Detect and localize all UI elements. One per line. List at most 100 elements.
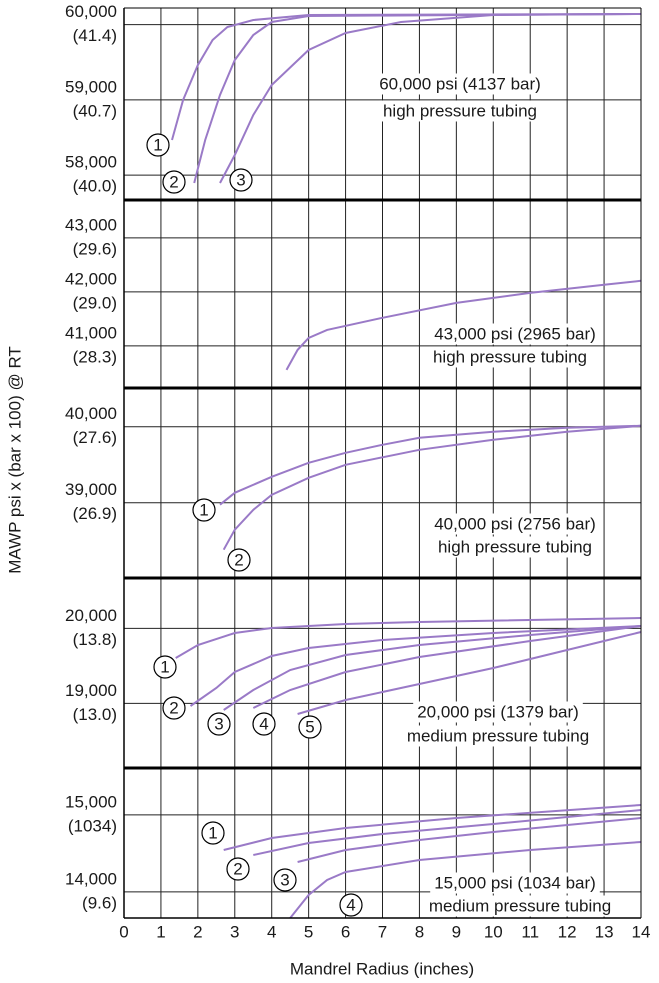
x-tick-label: 12: [558, 922, 577, 941]
y-tick-label: 60,000: [65, 2, 117, 21]
curve-label-circle: [146, 133, 170, 157]
curve-label: 1: [153, 135, 162, 154]
annotation: 43,000 psi (2965 bar): [434, 324, 596, 343]
curve-label-circle: [227, 548, 251, 572]
annotation-bg: [428, 346, 592, 368]
curve-label: 4: [346, 895, 355, 914]
curve: [289, 841, 642, 919]
x-tick-label: 14: [632, 922, 651, 941]
y-tick-label: 20,000: [65, 606, 117, 625]
curve-label-circle: [192, 498, 216, 522]
curve-label-circle: [252, 712, 276, 736]
y-tick-sublabel: (40.7): [73, 101, 117, 120]
annotation-bg: [433, 536, 597, 558]
annotation-bg: [375, 73, 545, 95]
curve-label-circle: [226, 857, 250, 881]
y-tick-label: 14,000: [65, 869, 117, 888]
x-tick-label: 10: [484, 922, 503, 941]
y-tick-label: 58,000: [65, 153, 117, 172]
y-tick-sublabel: (13.8): [73, 630, 117, 649]
annotation-bg: [430, 323, 600, 345]
y-tick-sublabel: (41.4): [73, 26, 117, 45]
x-tick-label: 11: [521, 922, 539, 941]
curve-label: 3: [280, 870, 289, 889]
y-tick-label: 39,000: [65, 480, 117, 499]
y-tick-label: 19,000: [65, 681, 117, 700]
annotation: medium pressure tubing: [429, 896, 611, 915]
curve-label: 1: [199, 500, 208, 519]
curve-label-circle: [162, 696, 186, 720]
x-tick-label: 9: [452, 922, 461, 941]
x-tick-label: 8: [415, 922, 424, 941]
curve-label-circle: [298, 715, 322, 739]
y-tick-sublabel: (9.6): [82, 893, 117, 912]
annotation: 20,000 psi (1379 bar): [417, 702, 579, 721]
curve: [219, 424, 642, 506]
curve-label-circle: [153, 655, 177, 679]
curve-label-circle: [273, 868, 297, 892]
x-tick-label: 0: [119, 922, 128, 941]
annotation-bg: [402, 725, 594, 747]
x-tick-label: 2: [193, 922, 202, 941]
curve-label: 3: [214, 714, 223, 733]
x-tick-label: 6: [341, 922, 350, 941]
curve: [285, 279, 642, 371]
curve: [219, 13, 642, 184]
y-tick-label: 59,000: [65, 77, 117, 96]
curve-label: 3: [236, 170, 245, 189]
y-tick-sublabel: (40.0): [73, 177, 117, 196]
y-tick-label: 15,000: [65, 792, 117, 811]
annotation: 40,000 psi (2756 bar): [434, 514, 596, 533]
y-tick-label: 41,000: [65, 323, 117, 342]
annotation-bg: [424, 895, 616, 917]
x-tick-label: 13: [595, 922, 614, 941]
y-tick-sublabel: (27.6): [73, 428, 117, 447]
curve-label-circle: [339, 893, 363, 917]
curve-label-circle: [162, 170, 186, 194]
curve: [223, 804, 642, 851]
x-tick-label: 1: [156, 922, 165, 941]
curve: [252, 625, 642, 709]
curve: [175, 617, 642, 659]
x-tick-label: 5: [304, 922, 313, 941]
curve-label: 2: [169, 172, 178, 191]
curve: [222, 424, 642, 551]
curve-label: 1: [160, 657, 169, 676]
y-tick-sublabel: (29.0): [73, 293, 117, 312]
y-tick-label: 43,000: [65, 215, 117, 234]
curve: [189, 625, 642, 707]
y-tick-sublabel: (28.3): [73, 347, 117, 366]
y-tick-sublabel: (13.0): [73, 705, 117, 724]
y-tick-label: 42,000: [65, 269, 117, 288]
curve: [253, 809, 642, 856]
curve: [193, 13, 642, 184]
x-axis-title: Mandrel Radius (inches): [290, 959, 474, 978]
curve-label: 1: [208, 823, 217, 842]
annotation: medium pressure tubing: [407, 726, 589, 745]
curve-label: 4: [259, 714, 268, 733]
x-tick-label: 3: [230, 922, 239, 941]
annotation: high pressure tubing: [383, 101, 537, 120]
annotation-bg: [430, 513, 600, 535]
x-tick-label: 7: [378, 922, 387, 941]
y-axis-title: MAWP psi x (bar x 100) @ RT: [5, 346, 24, 574]
y-tick-sublabel: (26.9): [73, 504, 117, 523]
curve-label: 2: [169, 698, 178, 717]
curve: [223, 625, 642, 711]
annotation: 60,000 psi (4137 bar): [379, 74, 541, 93]
curve-label: 2: [234, 550, 243, 569]
y-tick-sublabel: (1034): [68, 816, 117, 835]
curve-label-circle: [229, 168, 253, 192]
curve-label-circle: [201, 821, 225, 845]
curve-label: 2: [233, 859, 242, 878]
annotation: 15,000 psi (1034 bar): [434, 873, 596, 892]
curve: [171, 13, 642, 141]
curve-label-circle: [207, 712, 231, 736]
annotation: high pressure tubing: [438, 537, 592, 556]
curve: [297, 817, 642, 863]
y-tick-sublabel: (29.6): [73, 239, 117, 258]
annotation-bg: [378, 100, 542, 122]
annotation: high pressure tubing: [433, 347, 587, 366]
annotation-bg: [413, 701, 583, 723]
